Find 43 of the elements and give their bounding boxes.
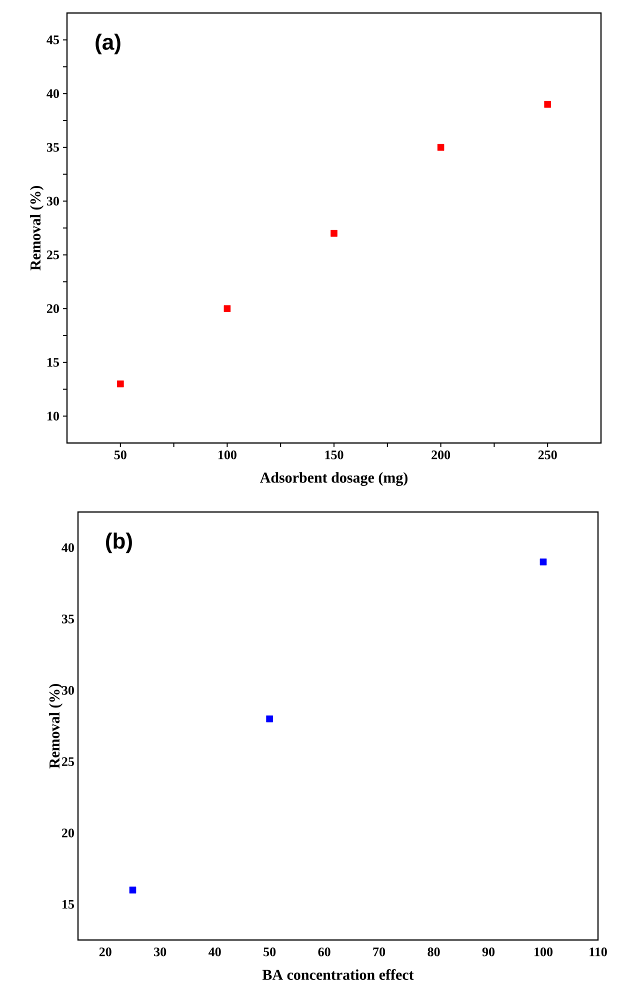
- point: [129, 886, 136, 894]
- point: [266, 715, 273, 722]
- y-axis-title: Removal (%): [49, 684, 63, 768]
- point: [437, 144, 444, 151]
- y-tick-label: 20: [62, 828, 74, 838]
- x-tick-label: 100: [218, 450, 236, 460]
- x-tick-label: 150: [325, 450, 344, 460]
- x-tick-label: 20: [99, 948, 112, 956]
- point: [544, 100, 552, 108]
- x-tick-label: 80: [428, 948, 440, 956]
- x-tick-label: 50: [114, 450, 126, 460]
- x-tick-label: 50: [264, 948, 276, 956]
- point: [330, 230, 338, 237]
- y-tick-label: 40: [62, 543, 74, 552]
- x-tick-label: 70: [373, 948, 386, 956]
- y-tick-label: 10: [48, 412, 59, 420]
- y-tick-label: 35: [46, 142, 59, 152]
- y-tick-label: 40: [46, 89, 59, 98]
- y-tick-label: 15: [48, 358, 59, 367]
- annotation: (a): [96, 34, 120, 54]
- x-tick-label: 60: [318, 948, 330, 956]
- x-tick-label: 40: [208, 948, 221, 956]
- y-tick-label: 45: [46, 36, 59, 44]
- x-tick-label: 90: [482, 948, 495, 956]
- y-tick-label: 30: [46, 196, 59, 206]
- x-tick-label: 30: [154, 948, 166, 956]
- x-axis-title: Adsorbent dosage (mg): [260, 472, 408, 486]
- point: [117, 380, 124, 388]
- x-axis-title: BA concentration effect: [262, 969, 414, 980]
- point: [540, 558, 547, 566]
- y-tick-label: 15: [62, 900, 74, 909]
- x-tick-label: 110: [590, 948, 607, 956]
- x-tick-label: 200: [432, 450, 450, 460]
- y-tick-label: 25: [47, 250, 59, 260]
- y-tick-label: 25: [62, 757, 74, 766]
- annotation: (b): [106, 532, 132, 554]
- point: [224, 305, 231, 312]
- y-tick-label: 30: [62, 686, 74, 695]
- y-axis-title: Removal (%): [30, 186, 44, 270]
- x-tick-label: 250: [538, 450, 557, 460]
- y-tick-label: 35: [62, 614, 74, 624]
- y-tick-label: 20: [47, 304, 59, 313]
- x-tick-label: 100: [534, 948, 553, 956]
